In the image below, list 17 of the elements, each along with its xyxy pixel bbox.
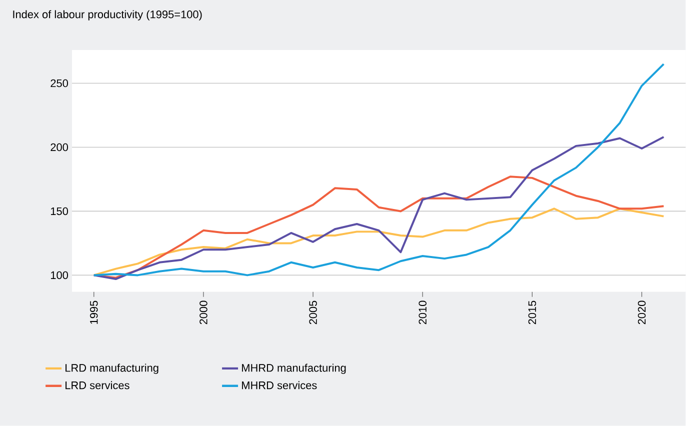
- legend-label: LRD manufacturing: [66, 364, 158, 374]
- y-tick-label: 150: [50, 207, 68, 216]
- y-tick-label: 200: [50, 143, 68, 152]
- x-tick-label: 2000: [200, 300, 208, 324]
- x-tick-label: 2010: [418, 300, 426, 324]
- x-tick-label: 2020: [638, 300, 646, 324]
- line-series: [92, 208, 665, 276]
- chart-title: Index of labour productivity (1995=100): [13, 10, 202, 21]
- x-tick-label: 2015: [528, 300, 536, 324]
- legend-label: MHRD manufacturing: [242, 364, 346, 374]
- x-tick-label: 2005: [309, 300, 317, 324]
- y-tick-label: 100: [50, 271, 68, 280]
- line-series: [92, 63, 665, 276]
- y-tick-label: 250: [50, 80, 68, 88]
- legend-label: MHRD services: [242, 381, 317, 390]
- legend-label: LRD services: [66, 381, 130, 390]
- x-tick-label: 1995: [90, 300, 98, 324]
